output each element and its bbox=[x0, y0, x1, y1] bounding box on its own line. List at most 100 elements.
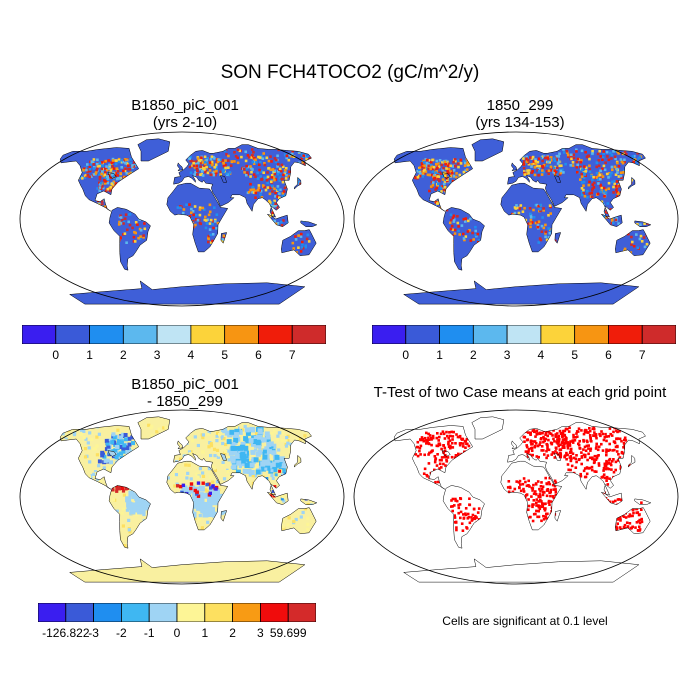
grid-cell bbox=[521, 482, 525, 486]
grid-cell bbox=[125, 496, 132, 503]
grid-cell bbox=[607, 176, 610, 179]
grid-cell bbox=[595, 456, 599, 460]
grid-cell bbox=[254, 474, 258, 478]
grid-cell bbox=[597, 174, 600, 178]
grid-cell bbox=[431, 181, 435, 184]
grid-cell bbox=[106, 175, 109, 178]
grid-cell bbox=[211, 239, 214, 243]
grid-cell bbox=[254, 189, 257, 193]
grid-cell bbox=[632, 511, 635, 515]
grid-cell bbox=[613, 165, 617, 169]
grid-cell bbox=[433, 174, 436, 177]
grid-cell bbox=[597, 182, 600, 185]
grid-cell bbox=[123, 544, 127, 548]
grid-cell bbox=[563, 429, 567, 433]
grid-cell bbox=[222, 238, 225, 241]
grid-cell bbox=[242, 468, 248, 474]
grid-cell bbox=[121, 218, 124, 222]
grid-cell bbox=[436, 480, 440, 484]
grid-cell bbox=[166, 476, 170, 480]
grid-cell bbox=[454, 499, 457, 502]
grid-cell bbox=[224, 163, 227, 167]
grid-cell bbox=[419, 438, 422, 442]
grid-cell bbox=[534, 490, 537, 493]
grid-cell bbox=[328, 453, 331, 456]
grid-cell bbox=[127, 164, 130, 167]
grid-cell bbox=[266, 442, 272, 447]
continent bbox=[601, 492, 623, 505]
grid-cell bbox=[590, 465, 594, 469]
grid-cell bbox=[261, 458, 267, 464]
grid-cell bbox=[270, 160, 273, 163]
grid-cell bbox=[639, 234, 643, 238]
grid-cell bbox=[297, 150, 301, 154]
grid-cell bbox=[105, 165, 108, 168]
grid-cell bbox=[189, 477, 193, 481]
grid-cell bbox=[615, 217, 618, 220]
grid-cell bbox=[594, 433, 598, 436]
grid-cell bbox=[279, 456, 285, 462]
coastline bbox=[108, 485, 151, 549]
grid-cell bbox=[534, 435, 537, 438]
grid-cell bbox=[606, 155, 609, 158]
grid-cell bbox=[97, 464, 101, 468]
grid-cell bbox=[559, 443, 562, 447]
grid-cell bbox=[605, 462, 609, 466]
grid-cell bbox=[579, 178, 582, 181]
grid-cell bbox=[457, 159, 461, 162]
grid-cell bbox=[444, 464, 447, 467]
grid-cell bbox=[222, 170, 225, 173]
grid-cell bbox=[185, 203, 188, 206]
grid-cell bbox=[127, 220, 130, 224]
grid-cell bbox=[456, 162, 460, 166]
grid-cell bbox=[569, 468, 572, 472]
grid-cell bbox=[194, 162, 198, 166]
grid-cell bbox=[422, 161, 426, 164]
grid-cell bbox=[179, 206, 182, 209]
grid-cell bbox=[209, 486, 213, 490]
grid-cell bbox=[541, 165, 545, 168]
grid-cell bbox=[109, 466, 113, 471]
grid-cell bbox=[604, 432, 607, 436]
colorbar-swatch bbox=[93, 603, 122, 622]
grid-cell bbox=[244, 438, 250, 444]
grid-cell bbox=[436, 432, 439, 435]
grid-cell bbox=[602, 190, 606, 193]
grid-cell bbox=[255, 451, 261, 457]
grid-cell bbox=[609, 174, 612, 178]
grid-cell bbox=[574, 436, 578, 439]
grid-cell bbox=[82, 169, 85, 172]
grid-cell bbox=[595, 445, 598, 448]
grid-cell bbox=[116, 170, 120, 173]
grid-cell bbox=[273, 187, 276, 191]
grid-cell bbox=[106, 445, 111, 450]
grid-cell bbox=[111, 432, 116, 437]
grid-cell bbox=[251, 148, 254, 151]
grid-cell bbox=[615, 437, 619, 441]
grid-cell bbox=[582, 171, 586, 175]
grid-cell bbox=[538, 431, 542, 435]
grid-cell bbox=[271, 168, 275, 171]
grid-cell bbox=[529, 214, 533, 217]
coastline bbox=[627, 454, 636, 468]
grid-cell bbox=[584, 166, 588, 170]
grid-cell bbox=[507, 480, 511, 483]
grid-cell bbox=[444, 453, 447, 457]
grid-cell bbox=[559, 171, 563, 175]
grid-cell bbox=[535, 501, 538, 505]
grid-cell bbox=[521, 155, 525, 159]
grid-cell bbox=[120, 166, 123, 169]
grid-cell bbox=[600, 442, 603, 446]
grid-cell bbox=[212, 226, 215, 230]
grid-cell bbox=[599, 177, 602, 181]
grid-cell bbox=[275, 438, 279, 442]
grid-cell bbox=[205, 219, 208, 222]
grid-cell bbox=[198, 208, 202, 211]
grid-cell bbox=[590, 191, 594, 195]
grid-cell bbox=[271, 178, 274, 181]
grid-cell bbox=[278, 167, 282, 171]
grid-cell bbox=[97, 459, 102, 464]
grid-cell bbox=[103, 173, 107, 176]
grid-cell bbox=[527, 504, 531, 508]
grid-cell bbox=[517, 206, 520, 210]
